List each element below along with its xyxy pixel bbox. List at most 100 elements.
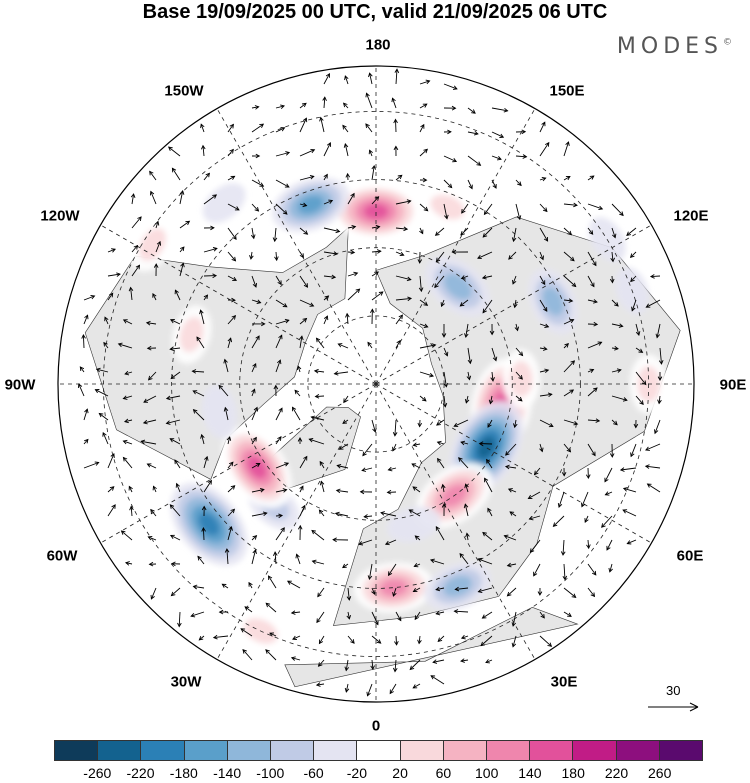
wind-vector xyxy=(515,203,522,221)
colorbar-tick-label: 220 xyxy=(604,765,629,781)
wind-vector xyxy=(394,635,399,646)
wind-vector xyxy=(443,179,453,189)
wind-vector xyxy=(412,486,421,493)
wind-vector xyxy=(275,436,282,445)
wind-vector xyxy=(610,251,616,263)
wind-vector xyxy=(190,611,205,618)
wind-vector xyxy=(299,335,304,349)
wind-vector xyxy=(192,390,205,397)
colorbar-tick-label: 140 xyxy=(518,765,542,781)
wind-vector xyxy=(442,395,448,408)
wind-vector xyxy=(227,227,237,240)
wind-vector xyxy=(477,557,493,565)
wind-vector xyxy=(315,682,325,687)
wind-vector xyxy=(336,463,349,469)
lon-label-150e: 150E xyxy=(549,82,585,100)
wind-vector xyxy=(443,129,452,135)
wind-vector xyxy=(443,155,458,163)
wind-vector xyxy=(491,107,509,113)
wind-vector xyxy=(130,193,136,205)
colorbar-segment-6 xyxy=(313,741,357,760)
wind-vector xyxy=(587,251,597,267)
wind-vector xyxy=(477,251,493,260)
wind-vector xyxy=(563,611,572,617)
wind-vector xyxy=(365,92,373,109)
wind-vector xyxy=(419,323,429,328)
wind-vector xyxy=(645,299,661,308)
wind-vector xyxy=(563,176,571,181)
wind-vector xyxy=(539,227,549,242)
wind-vector xyxy=(363,514,373,519)
wind-vector xyxy=(488,395,494,405)
wind-vector xyxy=(646,483,661,493)
wind-vector xyxy=(631,299,637,312)
wind-vector xyxy=(337,343,349,349)
lon-label-90w: 90W xyxy=(4,376,36,394)
wind-vector xyxy=(506,562,517,568)
wind-vector xyxy=(514,323,520,332)
wind-vector xyxy=(227,148,234,157)
wind-vector xyxy=(179,246,185,253)
wind-vector xyxy=(393,145,399,157)
wind-vector xyxy=(611,299,619,307)
wind-vector xyxy=(371,611,379,626)
wind-vector xyxy=(170,561,181,567)
wind-vector xyxy=(512,275,517,285)
wind-vector xyxy=(323,227,341,234)
wind-vector xyxy=(370,659,375,671)
anomaly-blob-1 xyxy=(418,186,477,228)
wind-vector xyxy=(311,559,325,565)
wind-vector xyxy=(252,153,261,159)
colorbar-segment-0 xyxy=(55,741,98,760)
colorbar-segment-5 xyxy=(270,741,314,760)
wind-vector xyxy=(504,464,517,470)
wind-vector xyxy=(226,436,232,445)
wind-vector xyxy=(227,525,233,541)
wind-vector xyxy=(314,394,325,399)
wind-vector xyxy=(165,395,181,401)
wind-vector xyxy=(371,271,379,277)
wind-vector xyxy=(645,443,661,451)
wind-vector xyxy=(147,535,157,541)
wind-vector xyxy=(395,611,402,622)
wind-vector xyxy=(587,443,596,457)
wind-vector xyxy=(489,323,495,336)
wind-vector xyxy=(412,442,421,447)
wind-vector xyxy=(275,488,288,493)
wind-vector xyxy=(563,275,577,288)
wind-vector xyxy=(275,407,283,421)
wind-vector xyxy=(338,443,349,450)
wind-vector xyxy=(169,346,181,352)
wind-vector xyxy=(316,611,325,624)
wind-vector xyxy=(467,130,479,136)
wind-vector xyxy=(587,299,598,304)
wind-vector xyxy=(102,431,109,445)
wind-vector xyxy=(539,368,550,374)
wind-vector xyxy=(368,72,373,85)
wind-vector xyxy=(299,317,308,325)
wind-vector xyxy=(123,418,133,424)
wind-vector xyxy=(511,635,517,648)
wind-vector xyxy=(655,323,661,339)
wind-vector xyxy=(395,314,403,325)
wind-vector xyxy=(484,477,493,493)
wind-vector xyxy=(292,635,301,640)
wind-vector xyxy=(318,509,325,517)
wind-vector xyxy=(268,575,277,589)
wind-vector xyxy=(170,587,181,597)
wind-vector xyxy=(107,486,115,493)
wind-vector xyxy=(481,275,493,280)
wind-vector xyxy=(212,634,229,640)
wind-vector xyxy=(395,251,405,257)
lon-label-150w: 150W xyxy=(164,82,204,100)
colorbar-tick-label: -180 xyxy=(169,765,198,781)
wind-vector xyxy=(147,371,157,381)
wind-vector xyxy=(585,467,591,480)
wind-vector xyxy=(626,227,637,237)
colorbar-tick-label: 260 xyxy=(648,765,672,781)
wind-vector xyxy=(419,371,434,378)
wind-vector xyxy=(197,555,205,565)
wind-vector xyxy=(94,389,109,397)
wind-vector xyxy=(299,455,308,469)
wind-vector xyxy=(460,227,469,236)
